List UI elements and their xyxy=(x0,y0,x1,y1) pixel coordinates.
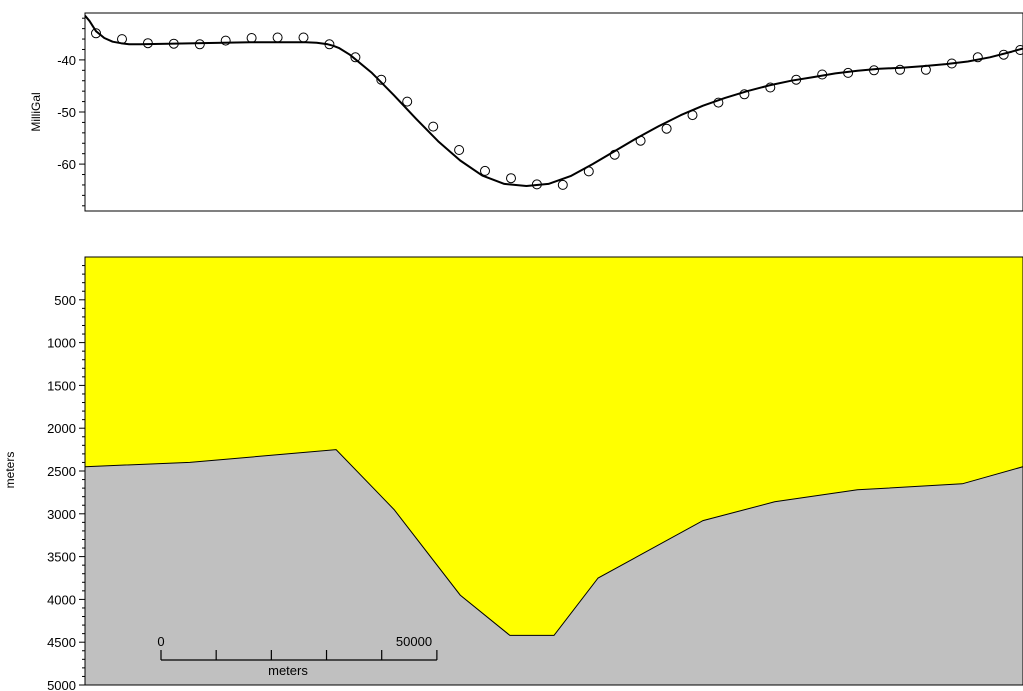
observed-gravity-point xyxy=(920,64,931,75)
observed-gravity-point xyxy=(506,173,516,184)
observed-gravity-point xyxy=(531,179,542,190)
observed-gravity-point xyxy=(220,35,231,46)
gravity-tick-label: -60 xyxy=(57,157,76,172)
observed-gravity-point xyxy=(324,39,335,50)
observed-gravity-point xyxy=(117,34,127,45)
observed-gravity-point xyxy=(298,32,309,43)
observed-gravity-point xyxy=(687,110,698,121)
depth-tick-label: 2500 xyxy=(47,464,76,479)
depth-tick-label: 4500 xyxy=(47,635,76,650)
observed-gravity-point xyxy=(194,39,205,50)
observed-gravity-point xyxy=(946,58,957,69)
observed-gravity-point xyxy=(376,74,387,85)
scale-bar-unit-label: meters xyxy=(268,663,308,678)
observed-gravity-point xyxy=(817,69,828,80)
observed-gravity-point xyxy=(454,145,465,155)
depth-tick-label: 3000 xyxy=(47,507,76,522)
observed-gravity-point xyxy=(739,89,750,100)
depth-tick-label: 4000 xyxy=(47,592,76,607)
depth-tick-label: 5000 xyxy=(47,678,76,691)
observed-gravity-point xyxy=(998,49,1009,60)
gravity-y-axis: -40 -50 -60 xyxy=(57,17,85,207)
gravity-series-group xyxy=(84,14,1023,190)
observed-gravity-point xyxy=(661,123,672,134)
scale-bar-start-label: 0 xyxy=(157,634,164,649)
depth-tick-label: 1000 xyxy=(47,336,76,351)
observed-gravity-point xyxy=(869,65,879,76)
observed-gravity-point xyxy=(402,96,413,107)
observed-gravity-point xyxy=(91,28,101,39)
observed-gravity-point xyxy=(428,121,439,132)
observed-gravity-point xyxy=(246,33,257,43)
observed-gravity-point xyxy=(168,38,179,49)
lower-layer-body xyxy=(84,449,1023,686)
scale-bar-end-label: 50000 xyxy=(396,634,432,649)
observed-gravity-point xyxy=(583,166,594,177)
gravity-tick-label: -40 xyxy=(57,53,76,68)
observed-gravity-point xyxy=(843,67,854,78)
observed-gravity-point xyxy=(713,97,724,108)
scale-bar-line xyxy=(160,650,438,661)
observed-gravity-point xyxy=(635,135,646,146)
depth-tick-label: 2000 xyxy=(47,421,76,436)
depth-model-panel: 500100015002000250030003500400045005000 … xyxy=(3,256,1023,691)
depth-y-axis: 500 1000 1500 2000 2500 3000 3500 4000 4500 5000 xyxy=(47,265,85,691)
gravity-y-axis-label: MilliGal xyxy=(29,92,43,131)
calculated-gravity-line xyxy=(84,14,1023,187)
observed-gravity-point xyxy=(142,38,153,49)
depth-y-axis-label: meters xyxy=(3,452,17,489)
observed-gravity-point xyxy=(765,82,776,93)
observed-gravity-point xyxy=(557,179,568,190)
depth-tick-label: 500 xyxy=(54,293,76,308)
observed-gravity-point xyxy=(609,149,620,160)
observed-gravity-point xyxy=(972,52,983,63)
observed-gravity-point xyxy=(791,74,802,85)
observed-gravity-point xyxy=(895,64,905,75)
scale-bar: 0 50000 meters xyxy=(157,634,438,678)
observed-gravity-point xyxy=(1015,45,1023,55)
gravity-profile-panel: -40 -50 -60 MilliGal xyxy=(29,12,1023,212)
gravity-tick-label: -50 xyxy=(57,105,76,120)
observed-gravity-point xyxy=(480,165,490,176)
observed-gravity-point xyxy=(272,32,283,43)
depth-tick-label: 3500 xyxy=(47,550,76,565)
observed-gravity-point xyxy=(350,52,361,63)
depth-tick-label: 1500 xyxy=(47,378,76,393)
